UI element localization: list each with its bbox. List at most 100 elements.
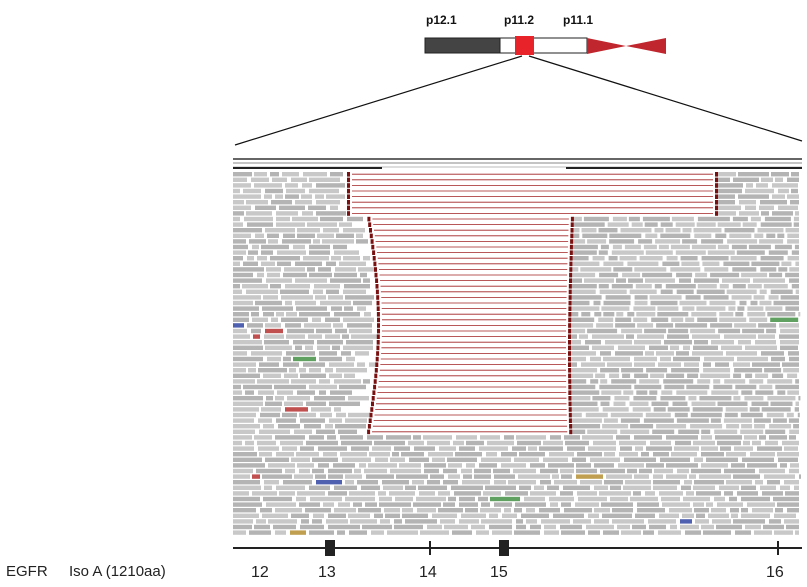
aligned-read bbox=[718, 328, 741, 334]
aligned-read bbox=[233, 373, 260, 378]
aligned-read bbox=[690, 424, 723, 429]
aligned-read bbox=[543, 440, 563, 446]
aligned-read bbox=[622, 272, 641, 278]
aligned-read bbox=[280, 440, 303, 446]
aligned-read bbox=[749, 379, 764, 384]
aligned-read bbox=[675, 440, 691, 446]
aligned-read bbox=[364, 312, 371, 317]
aligned-read bbox=[264, 480, 279, 485]
aligned-read bbox=[233, 340, 262, 345]
aligned-read bbox=[315, 295, 326, 300]
aligned-read bbox=[330, 205, 338, 210]
aligned-read bbox=[286, 312, 297, 317]
split-read-clip bbox=[568, 384, 572, 390]
split-read-clip bbox=[375, 356, 379, 362]
aligned-read bbox=[628, 216, 640, 222]
aligned-read bbox=[570, 362, 577, 367]
split-read-clip bbox=[568, 412, 572, 418]
aligned-read bbox=[747, 502, 775, 507]
aligned-read bbox=[710, 272, 740, 278]
aligned-read bbox=[764, 368, 782, 373]
aligned-read bbox=[722, 278, 750, 283]
aligned-read bbox=[316, 480, 342, 485]
aligned-read bbox=[642, 216, 670, 222]
aligned-read bbox=[700, 373, 731, 378]
aligned-read bbox=[456, 435, 477, 440]
split-read-clip bbox=[347, 177, 350, 183]
aligned-read bbox=[581, 228, 597, 233]
aligned-read bbox=[676, 289, 694, 294]
aligned-read bbox=[629, 289, 657, 294]
aligned-read bbox=[634, 384, 662, 390]
split-read-clip bbox=[570, 228, 574, 233]
aligned-read bbox=[560, 491, 573, 496]
aligned-read bbox=[689, 474, 696, 479]
aligned-read bbox=[747, 312, 766, 317]
aligned-read bbox=[430, 474, 444, 479]
aligned-read bbox=[254, 183, 282, 188]
aligned-read bbox=[734, 323, 757, 328]
aligned-read bbox=[757, 228, 784, 233]
aligned-read bbox=[334, 407, 341, 412]
split-read-clip bbox=[374, 267, 377, 272]
aligned-read bbox=[585, 412, 608, 418]
split-read-clip bbox=[568, 401, 572, 407]
aligned-read bbox=[683, 345, 690, 350]
aligned-read bbox=[594, 519, 609, 524]
aligned-read bbox=[777, 452, 799, 457]
aligned-read bbox=[609, 239, 635, 244]
aligned-read bbox=[599, 272, 619, 278]
aligned-read bbox=[338, 429, 357, 434]
aligned-read bbox=[577, 491, 597, 496]
exon-15-block bbox=[499, 540, 509, 556]
aligned-read bbox=[233, 228, 262, 233]
aligned-read bbox=[285, 300, 292, 306]
band-label-p11-2: p11.2 bbox=[504, 13, 534, 27]
aligned-read bbox=[459, 502, 478, 507]
aligned-read bbox=[571, 261, 600, 266]
aligned-read bbox=[788, 418, 799, 423]
aligned-read bbox=[787, 239, 799, 244]
aligned-read bbox=[583, 216, 609, 222]
aligned-read bbox=[417, 508, 436, 513]
aligned-read bbox=[651, 401, 669, 406]
aligned-read bbox=[257, 379, 289, 384]
aligned-read bbox=[345, 496, 375, 502]
aligned-read bbox=[252, 244, 259, 250]
aligned-read bbox=[690, 412, 722, 418]
aligned-read bbox=[710, 418, 721, 423]
aligned-read bbox=[286, 188, 305, 194]
aligned-read bbox=[466, 463, 475, 468]
aligned-read bbox=[316, 200, 340, 205]
aligned-read bbox=[459, 496, 475, 502]
aligned-read bbox=[616, 435, 630, 440]
aligned-read bbox=[732, 284, 746, 289]
aligned-read bbox=[570, 328, 586, 334]
split-read-clip bbox=[375, 278, 379, 283]
exon-label-16: 16 bbox=[766, 564, 784, 581]
aligned-read bbox=[604, 452, 615, 457]
aligned-read bbox=[704, 356, 734, 362]
aligned-read bbox=[696, 289, 725, 294]
aligned-read bbox=[598, 228, 618, 233]
aligned-read bbox=[285, 183, 298, 188]
aligned-read bbox=[514, 457, 539, 462]
aligned-read bbox=[233, 407, 259, 412]
aligned-read bbox=[742, 457, 774, 462]
aligned-read bbox=[791, 188, 798, 194]
aligned-read bbox=[571, 267, 579, 272]
aligned-read bbox=[300, 373, 326, 378]
aligned-read bbox=[296, 452, 319, 457]
split-read-clip bbox=[569, 261, 573, 267]
aligned-read bbox=[791, 250, 799, 255]
aligned-read bbox=[732, 267, 757, 272]
aligned-read bbox=[385, 513, 400, 518]
aligned-read bbox=[570, 412, 582, 418]
aligned-read bbox=[299, 368, 306, 373]
aligned-read bbox=[727, 239, 758, 244]
aligned-read bbox=[372, 446, 391, 451]
aligned-read bbox=[608, 256, 618, 261]
aligned-read bbox=[660, 396, 686, 401]
aligned-read bbox=[265, 228, 295, 233]
aligned-read bbox=[252, 491, 277, 496]
